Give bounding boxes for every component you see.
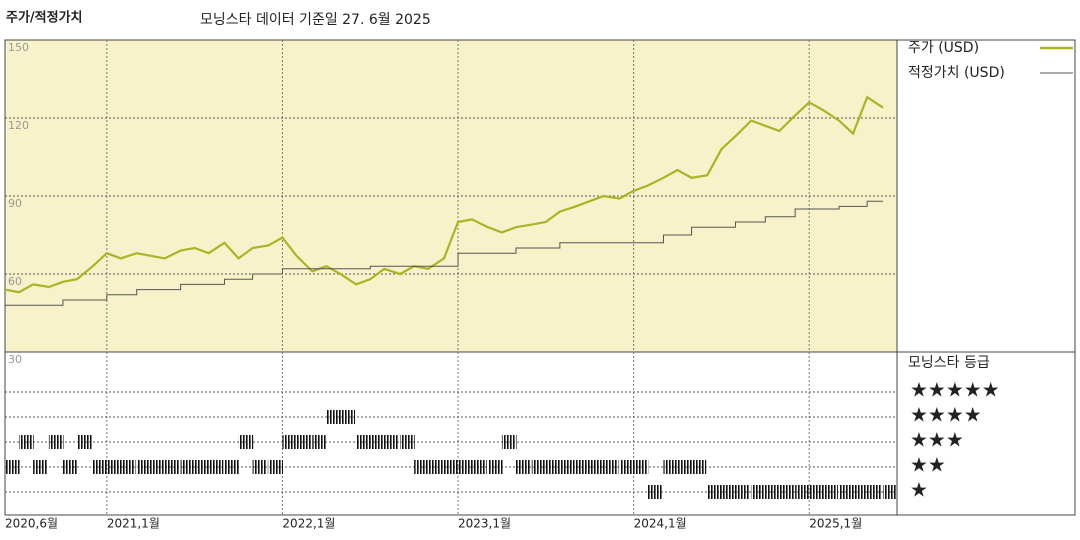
y-tick-label: 60: [8, 275, 22, 288]
rating-bar: [400, 435, 415, 449]
rating-bar: [501, 435, 517, 449]
rating-bar: [545, 460, 561, 474]
y-tick-label: 120: [8, 119, 29, 132]
series-line: [5, 200, 883, 306]
rating-bar: [677, 460, 693, 474]
rating-bar: [164, 460, 180, 474]
legend-label: 적정가치 (USD): [908, 65, 1005, 81]
rating-bar: [312, 435, 327, 449]
rating-bar: [414, 460, 429, 474]
rating-bar: [853, 485, 868, 499]
rating-bar: [839, 485, 854, 499]
rating-bar: [809, 485, 824, 499]
rating-bar: [33, 460, 48, 474]
y-tick-label: 30: [8, 353, 22, 366]
rating-bar: [5, 460, 20, 474]
rating-bar: [194, 460, 210, 474]
rating-bar: [603, 460, 619, 474]
rating-title: 모닝스타 등급: [908, 355, 990, 371]
rating-bar: [340, 410, 356, 424]
rating-bar: [663, 460, 679, 474]
rating-bar: [208, 460, 224, 474]
rating-bar: [795, 485, 810, 499]
series-line: [4, 95, 884, 294]
x-tick-label: 2023,1월: [458, 517, 511, 531]
rating-bar: [779, 485, 794, 499]
rating-bar: [575, 460, 591, 474]
rating-bar: [268, 460, 284, 474]
y-tick-label: 90: [8, 197, 22, 210]
rating-bar: [751, 485, 766, 499]
rating-bar: [647, 485, 663, 499]
rating-bar: [487, 460, 503, 474]
rating-bar: [472, 460, 487, 474]
rating-bar: [531, 460, 547, 474]
rating-bar: [120, 460, 136, 474]
chart-title: 주가/적정가치: [6, 10, 83, 26]
x-tick-label: 2022,1월: [282, 517, 335, 531]
rating-bar: [384, 435, 399, 449]
rating-bar: [867, 485, 882, 499]
rating-bar: [735, 485, 751, 499]
rating-bar: [458, 460, 473, 474]
rating-bar: [296, 435, 312, 449]
frame: [4, 39, 1076, 516]
rating-bar: [282, 435, 298, 449]
rating-bar: [633, 460, 649, 474]
rating-bar: [619, 460, 635, 474]
rating-bar: [356, 435, 371, 449]
rating-bar: [515, 460, 531, 474]
rating-bar: [326, 410, 341, 424]
rating-bar: [62, 460, 78, 474]
subtitle: 모닝스타 데이터 기준일 27. 6월 2025: [200, 12, 431, 28]
rating-bar: [238, 435, 254, 449]
rating-bar: [691, 460, 707, 474]
x-tick-label: 2021,1월: [107, 517, 160, 531]
rating-label: ★★★★: [910, 403, 982, 427]
rating-bar: [559, 460, 575, 474]
x-tick-label: 2020,6월: [5, 517, 58, 531]
x-tick-label: 2024,1월: [634, 517, 687, 531]
legend-label: 주가 (USD): [908, 40, 979, 56]
rating-bar: [180, 460, 196, 474]
rating-bar: [589, 460, 605, 474]
rating-bar: [252, 460, 268, 474]
rating-bar: [92, 460, 108, 474]
rating-label: ★★★: [910, 428, 964, 452]
y-tick-label: 150: [8, 41, 29, 54]
x-tick-label: 2025,1월: [809, 517, 862, 531]
rating-label: ★★★★★: [910, 378, 1000, 402]
rating-label: ★★: [910, 453, 946, 477]
rating-label: ★: [910, 478, 928, 502]
rating-bar: [76, 435, 92, 449]
rating-bar: [48, 435, 64, 449]
rating-bar: [443, 460, 459, 474]
rating-bar: [106, 460, 122, 474]
rating-bar: [150, 460, 166, 474]
rating-bar: [19, 435, 34, 449]
rating-bar: [707, 485, 722, 499]
rating-bar: [370, 435, 385, 449]
rating-bar: [136, 460, 152, 474]
rating-bar: [721, 485, 737, 499]
rating-bar: [882, 485, 897, 499]
rating-bar: [428, 460, 443, 474]
rating-bar: [224, 460, 240, 474]
rating-bar: [823, 485, 838, 499]
rating-bar: [765, 485, 780, 499]
